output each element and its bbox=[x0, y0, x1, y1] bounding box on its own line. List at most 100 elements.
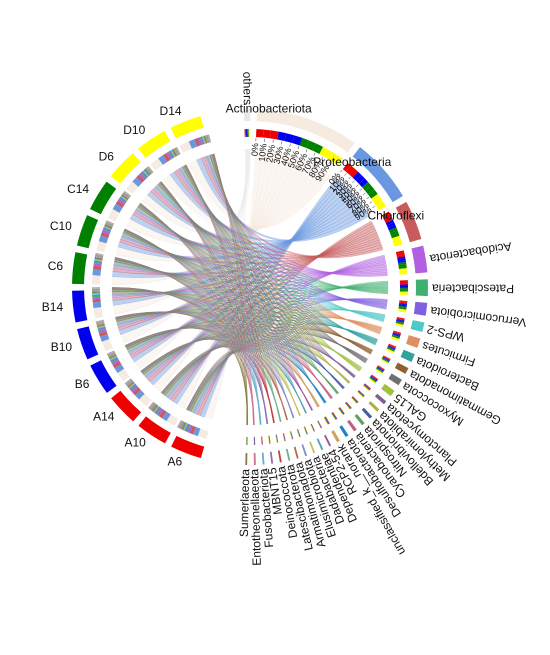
taxon-track-actinobacteriota-d6 bbox=[319, 146, 330, 158]
sample-track-b6-entotheonellaeota bbox=[106, 350, 115, 355]
sample-track-a6-mbnt15 bbox=[177, 420, 182, 428]
sample-track-d6-unclassified-k-norank bbox=[146, 167, 153, 174]
ribbon-b14-proteobacteria bbox=[112, 191, 354, 306]
sample-track-c6-chloroflexi bbox=[93, 265, 102, 271]
taxon-label-proteobacteria: Proteobacteria bbox=[313, 155, 391, 169]
taxon-track-acidobacteriota-a6 bbox=[395, 250, 405, 255]
sample-track-b10-actinobacteriota bbox=[101, 339, 113, 351]
sample-track-a10-gemmatimonadota bbox=[152, 404, 158, 412]
sample-track-c6-unclassified-k-norank bbox=[95, 254, 104, 257]
taxon-track-proteobacteria-a14 bbox=[349, 168, 359, 178]
sample-track-a6-latescibacterota bbox=[177, 420, 182, 428]
taxon-track-acidobacteriota-b6 bbox=[397, 256, 406, 260]
sample-track-d6-desulfobacterota bbox=[146, 167, 153, 174]
taxon-track-firmicutes-d14 bbox=[390, 337, 399, 342]
sample-track-c10-cyanobacteria bbox=[105, 222, 114, 226]
sample-label-a6: A6 bbox=[167, 455, 182, 469]
taxon-track-latescibacterota-c14 bbox=[282, 433, 285, 442]
taxon-track-gal15-d10 bbox=[368, 378, 376, 384]
sample-track-d6-dadabacteria bbox=[147, 166, 153, 173]
taxon-track-rcp2-54-a10 bbox=[317, 420, 322, 428]
sample-track-b10-elusimicrobiota bbox=[96, 320, 104, 323]
sample-track-c6-methylomirabilota bbox=[95, 255, 103, 258]
sample-track-d10-firmicutes bbox=[170, 149, 176, 158]
taxon-track-gal15-a10 bbox=[371, 374, 379, 380]
taxon-track-planctomycetota-b6 bbox=[364, 384, 371, 390]
sample-track-a10-planctomycetota bbox=[150, 403, 157, 411]
sample-track-a14-sumerlaeota bbox=[124, 378, 132, 384]
percent-tick-proteobacteria-2 bbox=[348, 176, 351, 180]
sample-track-d6-cyanobacteria bbox=[146, 167, 153, 174]
sample-track-d14-chloroflexi bbox=[194, 137, 201, 147]
taxon-track-latescibacterota-a6 bbox=[283, 433, 286, 441]
sample-track-d10-dependentiae bbox=[175, 147, 180, 155]
sample-track-c10-deinococcota bbox=[106, 220, 114, 225]
ribbon-d6-patescibacteria bbox=[154, 186, 389, 293]
sample-track-a6-verrucomicrobiota bbox=[184, 423, 189, 432]
sample-track-c6-verrucomicrobiota bbox=[94, 260, 103, 263]
taxon-track-armatimonadota-a6 bbox=[290, 431, 294, 440]
taxon-track-fusobacteriota-c6 bbox=[261, 436, 263, 445]
sample-track-d10-armatimonadota bbox=[176, 147, 180, 155]
sample-track-b6-unclassified-k-norank bbox=[107, 351, 115, 356]
sample-track-a6-entotheonellaeota bbox=[177, 420, 182, 428]
sample-track-c14-methylomirabilota bbox=[122, 193, 130, 199]
taxon-track-others-b10 bbox=[246, 129, 248, 138]
sample-track-a10-nitrospirota bbox=[150, 403, 156, 410]
taxon-track-dadabacteria-d10 bbox=[303, 427, 307, 435]
sample-track-b10-verrucomicrobiota bbox=[97, 326, 106, 330]
taxon-track-nitrospirota-b6 bbox=[345, 402, 352, 409]
taxon-track-myxococcota-a10 bbox=[377, 365, 385, 371]
sample-track-a6-gemmatimonadota bbox=[181, 422, 186, 430]
taxon-track-latescibacterota-b6 bbox=[283, 433, 286, 442]
percent-tick-actinobacteriota-8 bbox=[321, 156, 324, 160]
taxon-track-verrucomicrobiota-b6 bbox=[399, 303, 408, 305]
taxon-arc-bacteroidota bbox=[400, 349, 415, 362]
sample-track-c14-dependentiae bbox=[123, 191, 131, 197]
taxon-arc-acidobacteriota bbox=[411, 245, 428, 274]
sample-track-d14-unclassified-k-norank bbox=[207, 134, 210, 143]
taxon-track-acidobacteriota-a10 bbox=[396, 252, 405, 257]
ribbon-b14-actinobacteriota bbox=[113, 154, 296, 315]
taxon-track-fusobacteriota-c10 bbox=[261, 436, 262, 445]
sample-track-d10-gemmatimonadota bbox=[172, 149, 177, 157]
sample-track-c6-mbnt15 bbox=[95, 253, 104, 256]
taxon-track-latescibacterota-d10 bbox=[282, 433, 285, 442]
taxon-track-dependentiae-a10 bbox=[311, 423, 315, 432]
taxon-track-desulfobacterota-c14 bbox=[331, 412, 336, 420]
sample-track-b6-cyanobacteria bbox=[107, 352, 116, 356]
sample-track-d14-proteobacteria bbox=[188, 139, 198, 149]
sample-track-b6-actinobacteriota bbox=[117, 368, 130, 381]
taxon-arc-planctomycetota bbox=[374, 393, 387, 405]
sample-track-d6-gal15 bbox=[145, 168, 151, 175]
taxon-label-actinobacteriota: Actinobacteriota bbox=[226, 102, 312, 116]
sample-track-b10-fusobacteriota bbox=[95, 320, 104, 322]
percent-tick-proteobacteria-0 bbox=[340, 169, 343, 173]
sample-track-a10-patescibacteria bbox=[155, 407, 162, 415]
ribbon-d10-acidobacteriota bbox=[176, 168, 388, 276]
sample-track-a14-dependentiae bbox=[125, 379, 132, 385]
sample-arc-c6 bbox=[72, 252, 88, 285]
sample-track-c14-unclassified-k-norank bbox=[123, 192, 131, 198]
taxon-track-verrucomicrobiota-b10 bbox=[398, 304, 407, 306]
taxon-track-firmicutes-c10 bbox=[391, 335, 400, 339]
taxon-track-mbnt15-c6 bbox=[268, 435, 270, 444]
ribbon-d14-patescibacteria bbox=[205, 155, 389, 295]
sample-track-a6-others bbox=[205, 431, 209, 439]
taxon-track-desulfobacterota-d10 bbox=[330, 413, 336, 421]
ribbon-a10-actinobacteriota bbox=[176, 149, 269, 409]
sample-track-d14-mbnt15 bbox=[208, 134, 211, 143]
taxon-track-mbnt15-a6 bbox=[269, 435, 271, 444]
taxon-track-bacteroidota-d14 bbox=[386, 349, 394, 354]
taxon-track-latescibacterota-c10 bbox=[282, 433, 285, 442]
sample-track-d14-patescibacteria bbox=[199, 136, 204, 145]
taxon-track-unclassified-k-norank-d14 bbox=[323, 417, 328, 425]
sample-track-c10-planctomycetota bbox=[105, 223, 113, 227]
sample-track-c10-gal15 bbox=[105, 223, 113, 228]
sample-track-d10-mbnt15 bbox=[176, 147, 181, 155]
taxon-track-bacteroidota-c14 bbox=[386, 348, 395, 352]
sample-track-c10-methylomirabilota bbox=[105, 222, 113, 227]
sample-track-c10-bacteroidota bbox=[104, 225, 113, 229]
taxon-track-planctomycetota-d14 bbox=[362, 385, 370, 392]
sample-track-c10-acidobacteriota bbox=[101, 229, 111, 235]
